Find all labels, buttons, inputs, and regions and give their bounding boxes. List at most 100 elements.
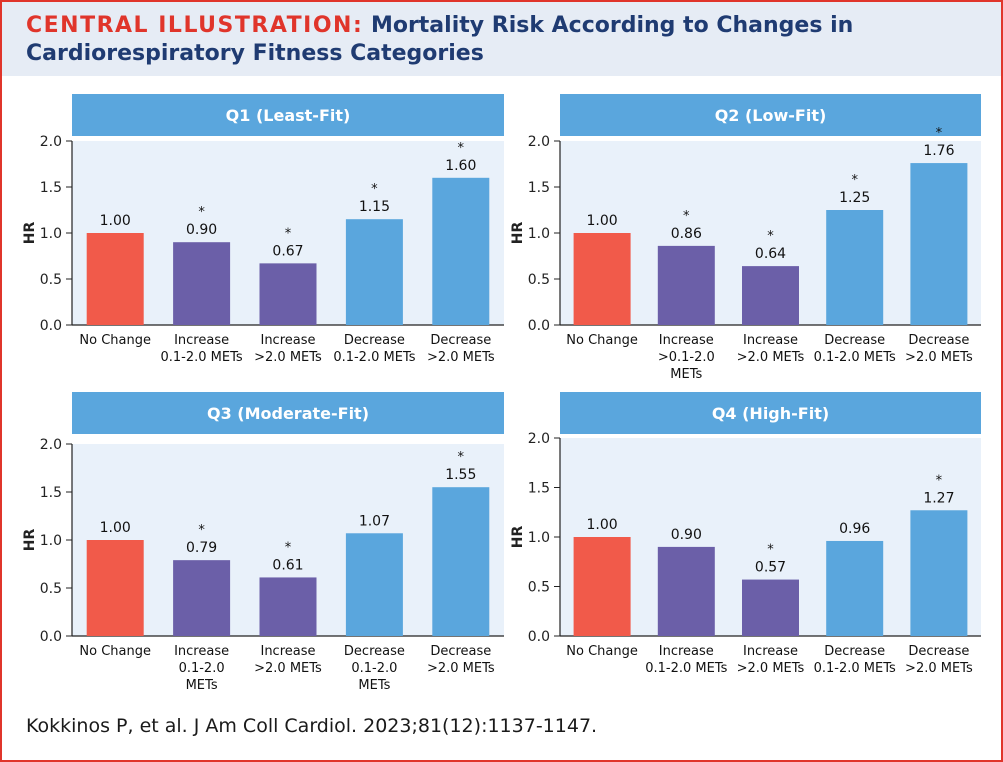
- y-tick-label: 1.5: [40, 485, 62, 501]
- data-label: 1.25: [839, 190, 870, 206]
- y-axis-label: HR: [510, 526, 526, 549]
- significance-marker: *: [285, 226, 292, 241]
- panel-title: Q2 (Low-Fit): [560, 94, 981, 136]
- y-tick-label: 1.0: [40, 533, 62, 549]
- x-tick-label: Decrease: [344, 644, 405, 659]
- data-label: 1.00: [100, 213, 131, 229]
- citation: Kokkinos P, et al. J Am Coll Cardiol. 20…: [26, 715, 598, 737]
- y-tick-label: 0.0: [528, 629, 550, 645]
- data-label: 1.55: [445, 467, 476, 483]
- x-tick-label: METs: [670, 367, 702, 382]
- title-text: Mortality Risk According to Changes in C…: [26, 13, 854, 66]
- bar: [432, 177, 490, 325]
- chart-panel-q3: Q3 (Moderate-Fit) 0.0 0.5 1.0 1.5 2.0 HR 1.00 N…: [22, 392, 504, 697]
- x-tick-label: >2.0 METs: [737, 350, 805, 365]
- x-tick-label: METs: [186, 678, 218, 693]
- y-tick-label: 1.5: [40, 180, 62, 196]
- x-tick-label: Decrease: [344, 333, 405, 348]
- data-label: 1.76: [923, 143, 954, 159]
- y-tick-label: 0.5: [528, 580, 550, 596]
- y-tick-label: 0.5: [40, 581, 62, 597]
- x-tick-label: >0.1-2.0: [658, 350, 715, 365]
- significance-marker: *: [198, 523, 205, 538]
- bar: [259, 263, 317, 325]
- y-axis-label: HR: [510, 222, 526, 245]
- y-tick-label: 0.0: [528, 318, 550, 334]
- bar-chart: 0.0 0.5 1.0 1.5 2.0 HR 1.00 No Change 0.86 * Incre…: [510, 126, 981, 382]
- bar: [345, 533, 403, 636]
- bar: [432, 487, 490, 636]
- bar: [345, 219, 403, 325]
- bar: [826, 210, 884, 325]
- significance-marker: *: [458, 141, 465, 156]
- x-tick-label: >2.0 METs: [427, 350, 495, 365]
- x-tick-label: Increase: [743, 644, 798, 659]
- bar: [742, 579, 799, 636]
- significance-marker: *: [683, 209, 690, 224]
- x-tick-label: Decrease: [430, 333, 491, 348]
- header-band: CENTRAL ILLUSTRATION: Mortality Risk Acc…: [2, 2, 1001, 76]
- data-label: 1.00: [587, 517, 618, 533]
- significance-marker: *: [936, 473, 943, 488]
- x-tick-label: Decrease: [908, 644, 969, 659]
- data-label: 1.07: [359, 513, 390, 529]
- y-tick-label: 1.0: [40, 226, 62, 242]
- x-tick-label: 0.1-2.0: [179, 661, 225, 676]
- data-label: 0.90: [186, 222, 217, 238]
- x-tick-label: >2.0 METs: [427, 661, 495, 676]
- x-tick-label: >2.0 METs: [254, 661, 322, 676]
- x-tick-label: >2.0 METs: [905, 661, 973, 676]
- y-tick-label: 2.0: [40, 437, 62, 453]
- data-label: 1.00: [587, 213, 618, 229]
- y-tick-label: 2.0: [40, 134, 62, 150]
- y-tick-label: 0.5: [528, 272, 550, 288]
- x-tick-label: >2.0 METs: [905, 350, 973, 365]
- x-tick-label: Decrease: [824, 644, 885, 659]
- bar: [259, 577, 317, 636]
- figure-title: CENTRAL ILLUSTRATION: Mortality Risk Acc…: [26, 12, 986, 68]
- panel-title: Q3 (Moderate-Fit): [72, 392, 504, 434]
- y-tick-label: 1.5: [528, 180, 550, 196]
- y-tick-label: 0.5: [40, 272, 62, 288]
- data-label: 0.67: [272, 243, 303, 259]
- bar-chart: 0.0 0.5 1.0 1.5 2.0 HR 1.00 No Change 0.90 Increa…: [510, 431, 981, 676]
- x-tick-label: >2.0 METs: [737, 661, 805, 676]
- bar: [86, 540, 144, 636]
- data-label: 0.86: [671, 226, 702, 242]
- bar-chart: 0.0 0.5 1.0 1.5 2.0 HR 1.00 No Change 0.90 * Incre…: [22, 134, 504, 365]
- x-tick-label: 0.1-2.0 METs: [814, 350, 896, 365]
- significance-marker: *: [851, 173, 858, 188]
- data-label: 0.57: [755, 560, 786, 576]
- x-tick-label: Increase: [260, 644, 315, 659]
- significance-marker: *: [371, 182, 378, 197]
- bar: [742, 266, 799, 325]
- bar: [173, 560, 231, 636]
- data-label: 0.64: [755, 246, 786, 262]
- y-tick-label: 2.0: [528, 431, 550, 447]
- x-tick-label: Increase: [659, 333, 714, 348]
- chart-panel-q2: Q2 (Low-Fit) 0.0 0.5 1.0 1.5 2.0 HR 1.00 No Cha…: [510, 94, 981, 384]
- x-tick-label: No Change: [79, 333, 151, 348]
- x-tick-label: 0.1-2.0 METs: [333, 350, 415, 365]
- y-tick-label: 1.0: [528, 226, 550, 242]
- chart-panel-q4: Q4 (High-Fit) 0.0 0.5 1.0 1.5 2.0 HR 1.00 No Ch…: [510, 392, 981, 697]
- significance-marker: *: [285, 540, 292, 555]
- bar: [657, 546, 715, 636]
- significance-marker: *: [198, 205, 205, 220]
- y-tick-label: 0.0: [40, 629, 62, 645]
- x-tick-label: Decrease: [908, 333, 969, 348]
- data-label: 0.90: [671, 527, 702, 543]
- bar: [86, 233, 144, 325]
- bar: [173, 242, 231, 325]
- x-tick-label: No Change: [79, 644, 151, 659]
- x-tick-label: 0.1-2.0 METs: [814, 661, 896, 676]
- x-tick-label: Increase: [174, 333, 229, 348]
- x-tick-label: Increase: [260, 333, 315, 348]
- data-label: 0.96: [839, 521, 870, 537]
- chart-panel-q1: Q1 (Least-Fit) 0.0 0.5 1.0 1.5 2.0 HR 1.00 No C…: [22, 94, 504, 384]
- data-label: 1.00: [100, 520, 131, 536]
- bar-chart: 0.0 0.5 1.0 1.5 2.0 HR 1.00 No Change 0.79 * Incre…: [22, 437, 504, 693]
- data-label: 0.79: [186, 540, 217, 556]
- x-tick-label: Decrease: [430, 644, 491, 659]
